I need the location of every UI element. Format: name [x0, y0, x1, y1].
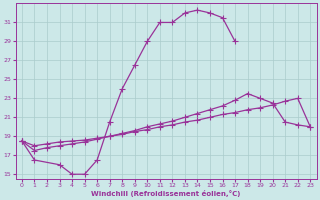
X-axis label: Windchill (Refroidissement éolien,°C): Windchill (Refroidissement éolien,°C) [92, 190, 241, 197]
